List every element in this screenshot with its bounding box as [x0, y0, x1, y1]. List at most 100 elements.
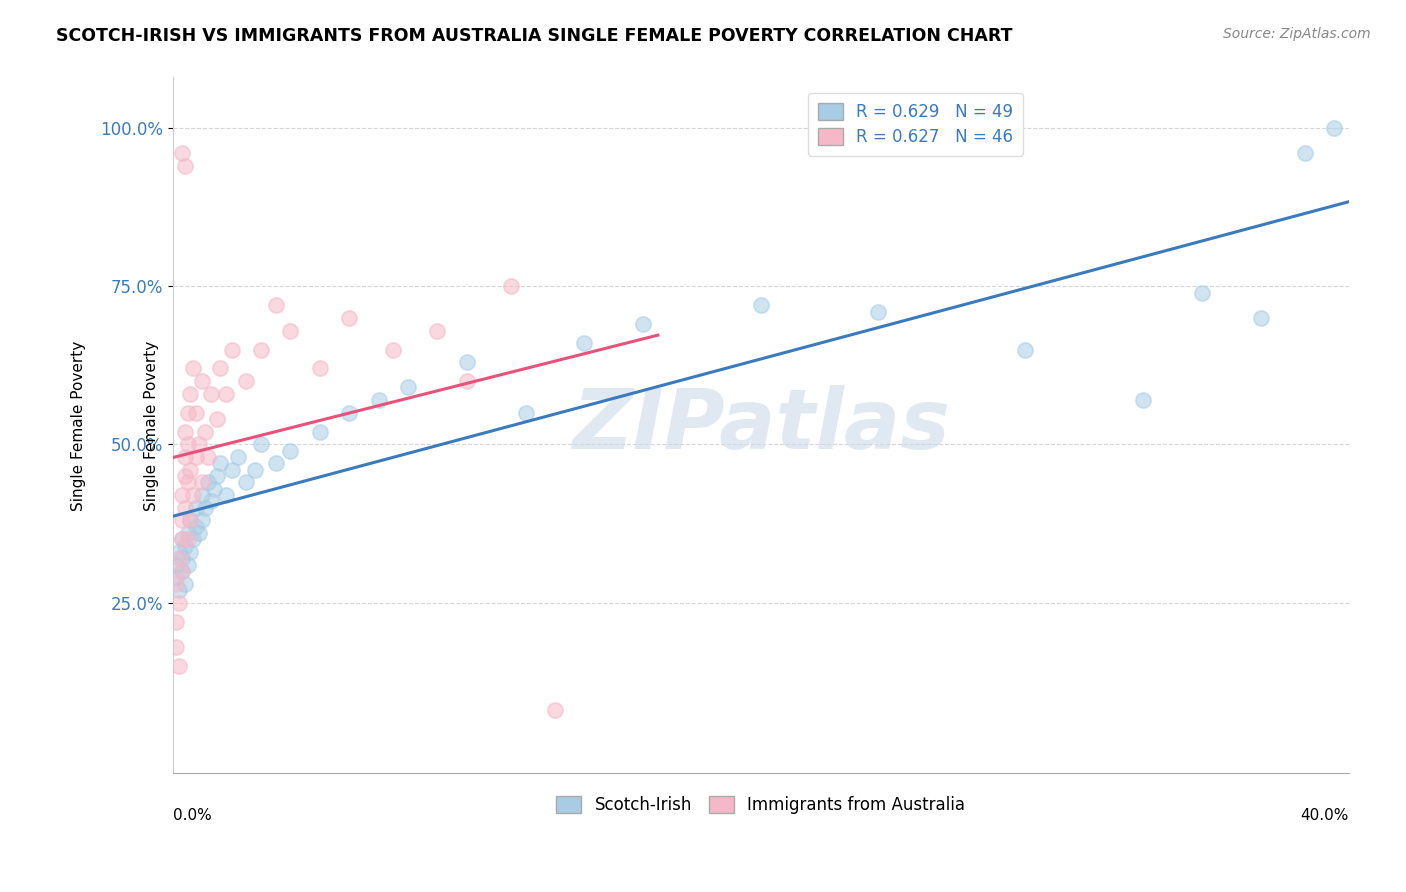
Point [208, 457, 231, 471]
Point [264, 298, 287, 312]
Point [208, 361, 231, 376]
Point [200, 494, 222, 508]
Point [235, 374, 257, 388]
Point [186, 519, 208, 533]
Point [243, 463, 266, 477]
Point [170, 533, 193, 547]
Y-axis label: Single Female Poverty: Single Female Poverty [72, 341, 86, 510]
Point [179, 513, 201, 527]
Point [456, 355, 478, 369]
Point [176, 475, 198, 490]
Point [426, 324, 449, 338]
Point [170, 513, 193, 527]
Point [202, 482, 225, 496]
Y-axis label: Single Female Poverty: Single Female Poverty [143, 341, 159, 510]
Point [191, 488, 214, 502]
Point [574, 336, 596, 351]
Point [280, 443, 302, 458]
Point [186, 500, 208, 515]
Point [165, 615, 187, 629]
Point [173, 450, 195, 464]
Point [1014, 343, 1036, 357]
Point [170, 564, 193, 578]
Point [191, 475, 214, 490]
Point [367, 393, 389, 408]
Text: ZIPatlas: ZIPatlas [572, 385, 950, 466]
Point [197, 450, 219, 464]
Point [1250, 310, 1272, 325]
Point [173, 469, 195, 483]
Point [173, 425, 195, 439]
Point [544, 703, 567, 717]
Point [749, 298, 772, 312]
Point [194, 425, 217, 439]
Point [179, 513, 201, 527]
Point [173, 159, 195, 173]
Text: SCOTCH-IRISH VS IMMIGRANTS FROM AUSTRALIA SINGLE FEMALE POVERTY CORRELATION CHAR: SCOTCH-IRISH VS IMMIGRANTS FROM AUSTRALI… [56, 27, 1012, 45]
Point [186, 450, 208, 464]
Point [226, 450, 249, 464]
Point [170, 551, 193, 566]
Point [382, 343, 405, 357]
Point [173, 539, 195, 553]
Point [197, 475, 219, 490]
Point [1132, 393, 1154, 408]
Point [200, 386, 222, 401]
Point [1323, 121, 1346, 136]
Point [280, 324, 302, 338]
Point [215, 488, 238, 502]
Point [250, 343, 273, 357]
Point [167, 582, 190, 597]
Point [167, 658, 190, 673]
Point [868, 304, 890, 318]
Point [179, 463, 201, 477]
Point [165, 576, 187, 591]
Point [176, 526, 198, 541]
Point [186, 406, 208, 420]
Point [179, 386, 201, 401]
Point [264, 457, 287, 471]
Point [337, 406, 360, 420]
Point [165, 640, 187, 654]
Point [167, 545, 190, 559]
Point [188, 437, 211, 451]
Point [165, 558, 187, 572]
Point [170, 564, 193, 578]
Point [176, 533, 198, 547]
Point [308, 425, 330, 439]
Point [188, 526, 211, 541]
Point [396, 380, 419, 394]
Point [176, 558, 198, 572]
Legend: Scotch-Irish, Immigrants from Australia: Scotch-Irish, Immigrants from Australia [547, 786, 976, 824]
Text: 40.0%: 40.0% [1301, 808, 1348, 823]
Point [205, 412, 228, 426]
Point [170, 533, 193, 547]
Text: Source: ZipAtlas.com: Source: ZipAtlas.com [1223, 27, 1371, 41]
Point [173, 500, 195, 515]
Point [215, 386, 238, 401]
Point [337, 310, 360, 325]
Point [221, 463, 243, 477]
Point [205, 469, 228, 483]
Point [456, 374, 478, 388]
Point [250, 437, 273, 451]
Point [221, 343, 243, 357]
Point [176, 406, 198, 420]
Point [170, 488, 193, 502]
Point [165, 570, 187, 584]
Point [179, 545, 201, 559]
Point [170, 146, 193, 161]
Point [515, 406, 537, 420]
Point [1191, 285, 1213, 300]
Point [173, 576, 195, 591]
Point [183, 533, 205, 547]
Point [499, 279, 522, 293]
Point [631, 317, 654, 331]
Point [183, 488, 205, 502]
Point [183, 361, 205, 376]
Point [167, 596, 190, 610]
Point [176, 437, 198, 451]
Point [194, 500, 217, 515]
Point [308, 361, 330, 376]
Point [191, 513, 214, 527]
